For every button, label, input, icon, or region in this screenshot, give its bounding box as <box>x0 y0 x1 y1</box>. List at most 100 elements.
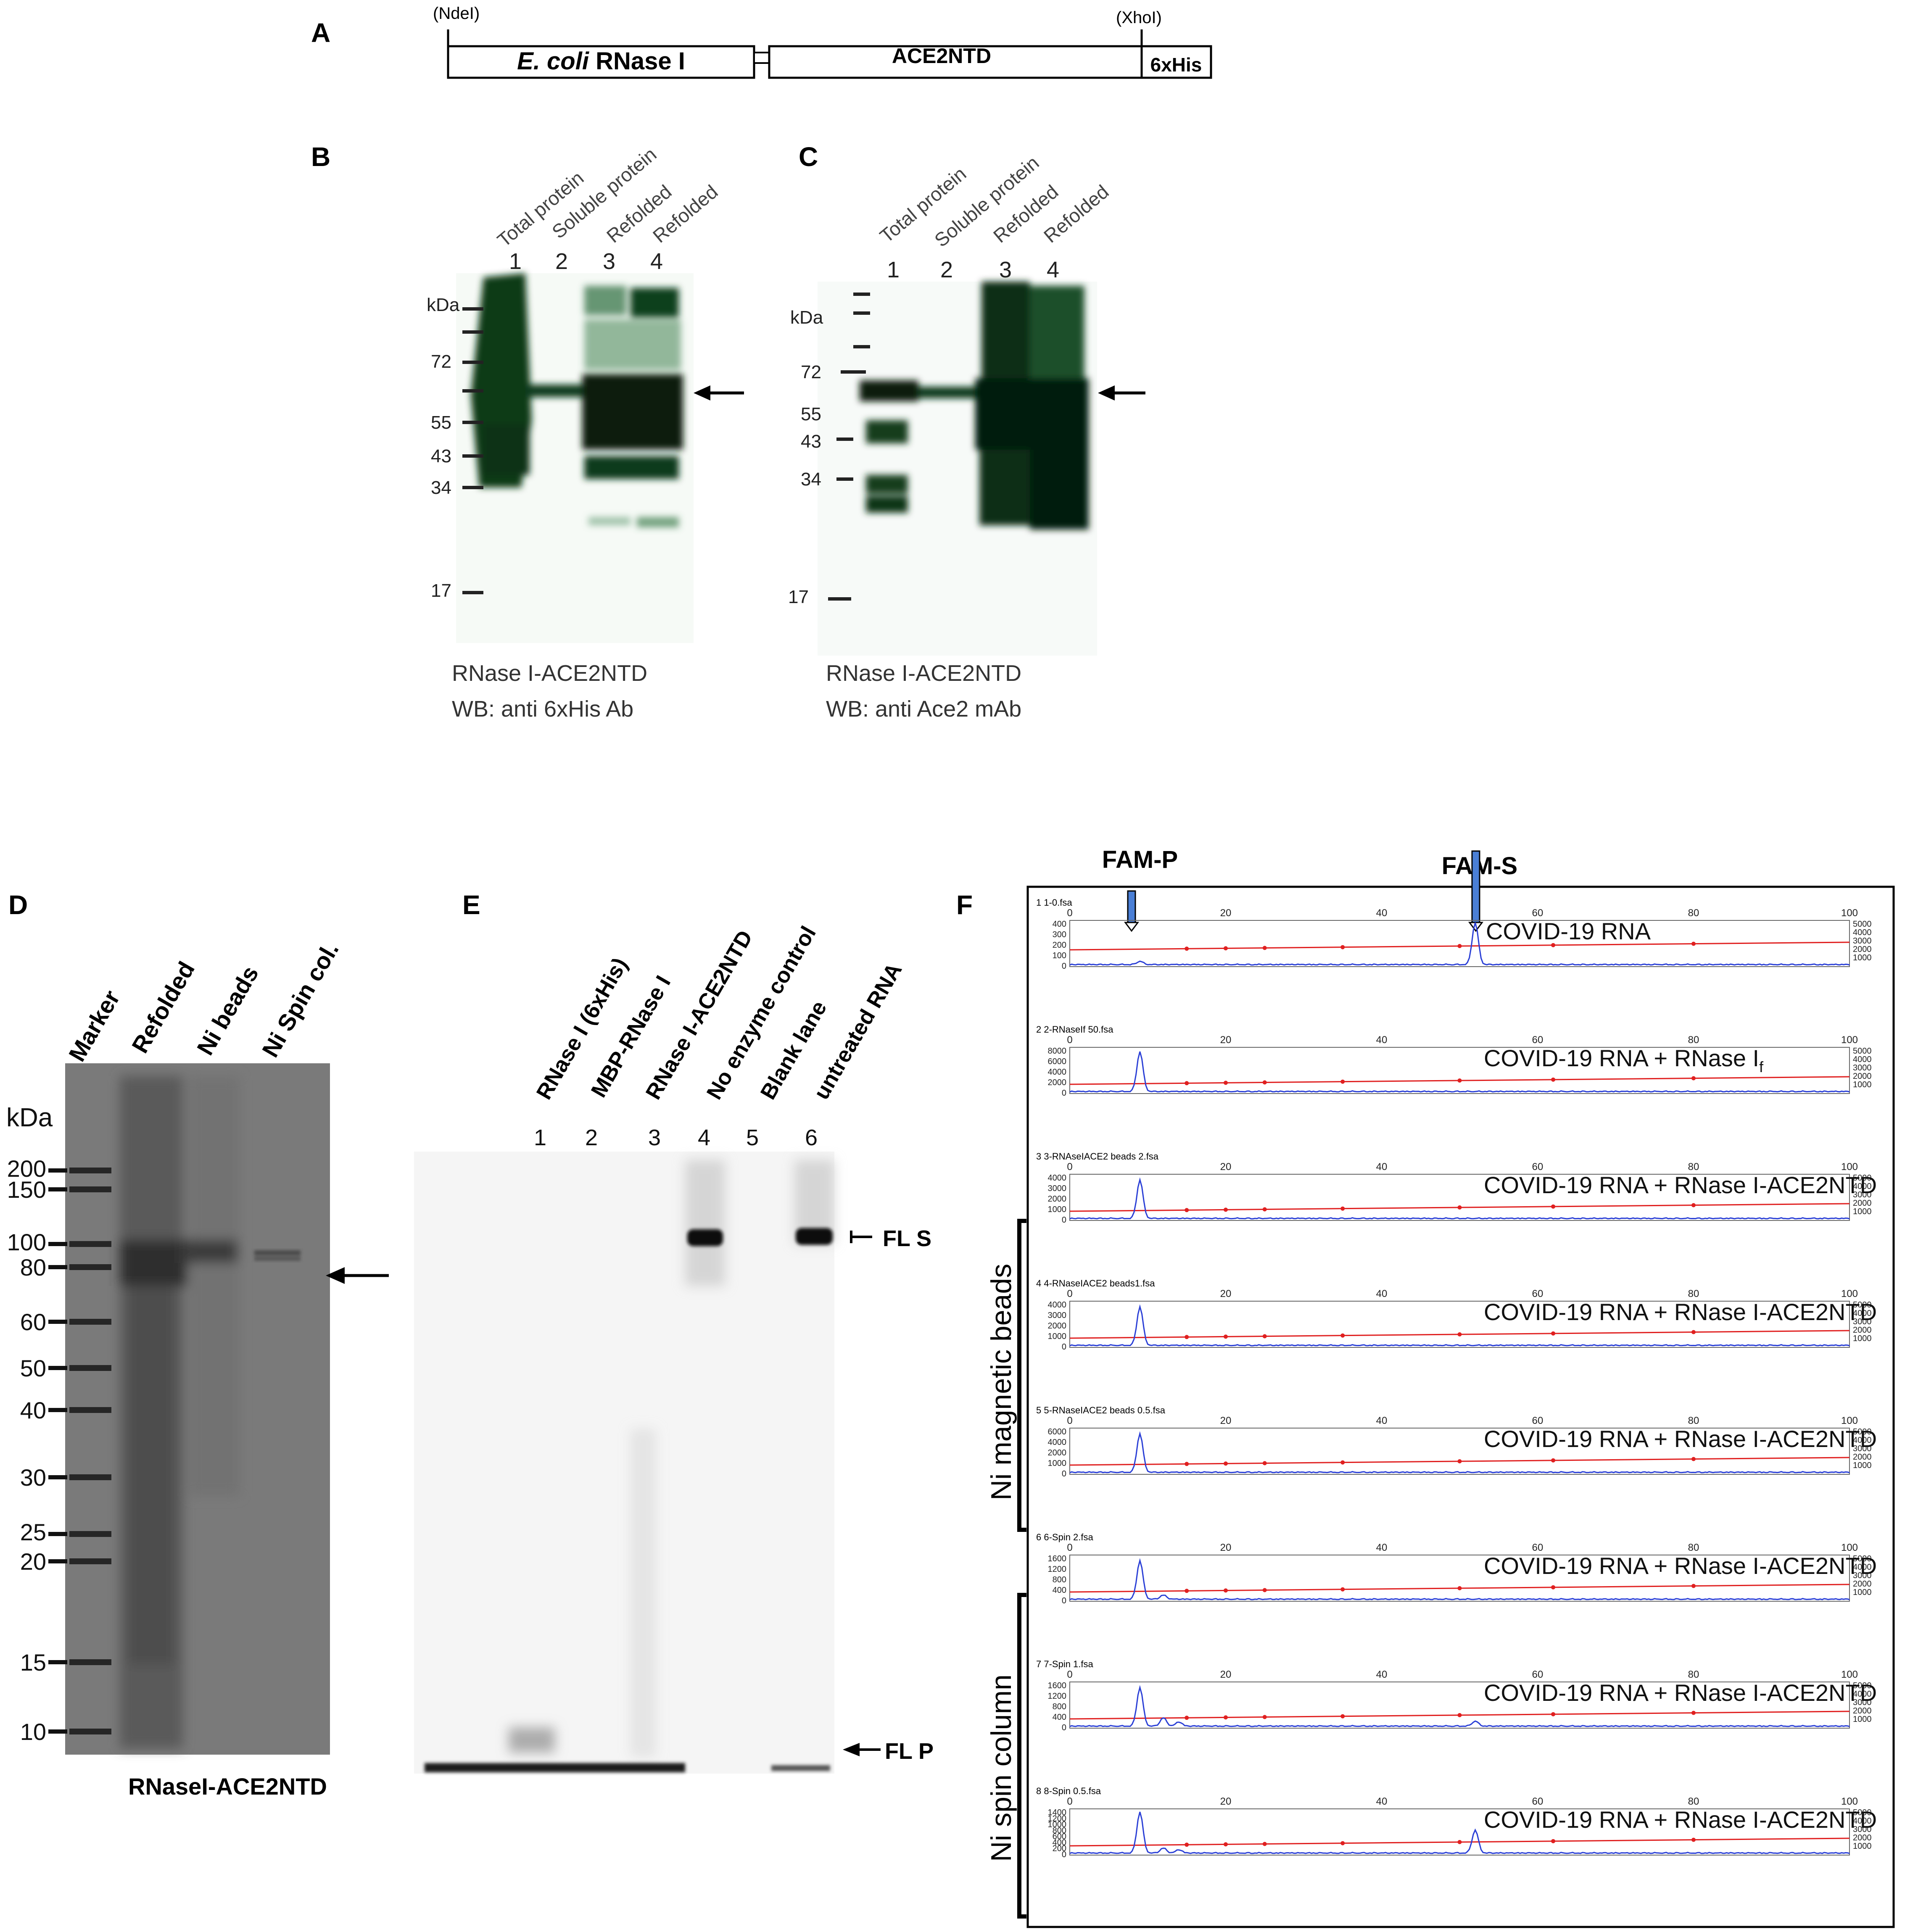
size-standard-point <box>1691 1330 1696 1334</box>
lane-title-refolded: Refolded <box>127 957 200 1057</box>
x-tick-label: 20 <box>1220 1161 1232 1173</box>
blot-b-bands <box>471 273 683 527</box>
right-tick-label: 2000 <box>1853 1452 1872 1462</box>
size-standard-point <box>1224 1461 1228 1466</box>
panel-f-letter: F <box>956 890 973 920</box>
lane-number-4: 4 <box>650 249 663 274</box>
size-standard-point <box>1262 1461 1267 1465</box>
blot-b-caption-1: RNase I-ACE2NTD <box>452 661 647 686</box>
trace-label: COVID-19 RNA + RNase I-ACE2NTD <box>1484 1679 1877 1706</box>
y-tick-label: 0 <box>1062 1850 1066 1859</box>
size-standard-point <box>1691 1837 1696 1842</box>
size-standard-point <box>1224 946 1228 951</box>
marker-17: 17 <box>431 580 451 601</box>
right-tick-label: 2000 <box>1853 1579 1872 1589</box>
linker-box <box>753 52 770 64</box>
marker-40: 40 <box>20 1397 46 1423</box>
right-tick-label: 3000 <box>1853 936 1872 946</box>
x-tick-label: 80 <box>1688 1796 1699 1807</box>
right-tick-label: 5000 <box>1853 1046 1872 1056</box>
trace-label: COVID-19 RNA + RNase I-ACE2NTD <box>1484 1172 1877 1198</box>
x-tick-label: 20 <box>1220 1542 1232 1553</box>
blot-b-marker-ladder: kDa 72 55 43 34 17 <box>427 295 460 601</box>
x-tick-label: 20 <box>1220 1034 1232 1046</box>
panel-b-lane-numbers: 1 2 3 4 <box>509 249 663 274</box>
gel-d-marker-labels: 200 150 100 80 60 50 40 30 25 20 15 10 <box>7 1155 46 1745</box>
panel-c-lane-titles: Total protein Soluble protein Refolded R… <box>876 152 1113 251</box>
x-tick-label: 60 <box>1532 1542 1543 1553</box>
x-tick-label: 60 <box>1532 1415 1543 1426</box>
y-tick-label: 1600 <box>1048 1681 1067 1690</box>
y-tick-label: 0 <box>1062 962 1066 971</box>
rnase-i-box-label: E. coli RNase I <box>517 47 685 75</box>
size-standard-point <box>1185 946 1189 951</box>
x-tick-label: 60 <box>1532 1288 1543 1299</box>
marker-50: 50 <box>20 1355 46 1381</box>
blot-b-ladder-bands <box>462 307 483 594</box>
right-tick-label: 4000 <box>1853 1309 1872 1318</box>
signal-trace <box>1069 1811 1850 1854</box>
marker-17: 17 <box>788 587 809 607</box>
right-tick-label: 3000 <box>1853 1825 1872 1834</box>
y-tick-label: 4000 <box>1048 1173 1067 1183</box>
panel-c-lane-numbers: 1 2 3 4 <box>887 257 1059 282</box>
x-tick-label: 0 <box>1067 1288 1072 1299</box>
y-tick-label: 1200 <box>1048 1692 1067 1701</box>
size-standard-point <box>1340 1587 1345 1592</box>
size-standard-point <box>1340 1714 1345 1719</box>
right-tick-label: 3000 <box>1853 1317 1872 1326</box>
gel-d-lanes <box>120 1076 240 1748</box>
size-standard-point <box>1185 1716 1189 1720</box>
x-tick-label: 0 <box>1067 907 1072 919</box>
right-tick-label: 1000 <box>1853 1461 1872 1470</box>
y-tick-label: 2000 <box>1048 1194 1067 1204</box>
right-tick-label: 5000 <box>1853 920 1872 929</box>
x-tick-label: 100 <box>1841 1034 1858 1046</box>
y-tick-label: 400 <box>1053 1838 1066 1847</box>
ndei-site-label: (NdeI) <box>433 4 480 23</box>
y-tick-label: 1000 <box>1048 1332 1067 1341</box>
panel-b-letter: B <box>311 142 330 172</box>
right-tick-label: 5000 <box>1853 1554 1872 1563</box>
right-tick-label: 5000 <box>1853 1427 1872 1436</box>
right-tick-label: 2000 <box>1853 1326 1872 1335</box>
right-tick-label: 5000 <box>1853 1808 1872 1817</box>
x-tick-label: 80 <box>1688 1542 1699 1553</box>
trace-header: 5 5-RNaseIACE2 beads 0.5.fsa <box>1036 1405 1166 1415</box>
trace-header: 3 3-RNAseIACE2 beads 2.fsa <box>1036 1151 1159 1162</box>
right-tick-label: 4000 <box>1853 1816 1872 1826</box>
size-standard-point <box>1340 1460 1345 1465</box>
x-tick-label: 40 <box>1376 1288 1388 1299</box>
x-tick-label: 80 <box>1688 1034 1699 1046</box>
x-tick-label: 0 <box>1067 1161 1072 1173</box>
blot-c-arrow <box>1098 385 1145 401</box>
trace-plot-area <box>1069 1428 1850 1475</box>
y-tick-label: 0 <box>1062 1723 1066 1732</box>
size-standard-point <box>1340 1206 1345 1211</box>
blot-b-arrow <box>694 385 744 401</box>
marker-43: 43 <box>801 431 821 452</box>
size-standard-point <box>1224 1334 1228 1339</box>
x-tick-label: 20 <box>1220 1288 1232 1299</box>
panel-c: C Total protein Soluble protein Refolded… <box>788 142 1145 722</box>
y-tick-label: 400 <box>1053 1713 1066 1722</box>
signal-trace <box>1069 922 1850 966</box>
right-tick-label: 5000 <box>1853 1173 1872 1183</box>
y-tick-label: 800 <box>1053 1702 1066 1711</box>
signal-trace <box>1069 1177 1850 1220</box>
xhoi-site-label: (XhoI) <box>1116 8 1162 27</box>
trace-label: COVID-19 RNA + RNase If <box>1484 1045 1764 1075</box>
y-tick-label: 3000 <box>1048 1311 1067 1320</box>
x-tick-label: 20 <box>1220 1415 1232 1426</box>
size-standard-point <box>1224 1842 1228 1847</box>
gel-d-arrow <box>326 1267 389 1284</box>
size-standard-point <box>1185 1335 1189 1339</box>
group-label-spin: Ni spin column <box>985 1674 1017 1862</box>
size-standard-point <box>1262 1334 1267 1339</box>
fl-s-label: FL S <box>883 1226 931 1251</box>
gel-d-marker-ticks <box>48 1168 67 1734</box>
